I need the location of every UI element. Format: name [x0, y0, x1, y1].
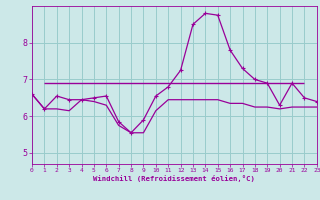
X-axis label: Windchill (Refroidissement éolien,°C): Windchill (Refroidissement éolien,°C)	[93, 175, 255, 182]
